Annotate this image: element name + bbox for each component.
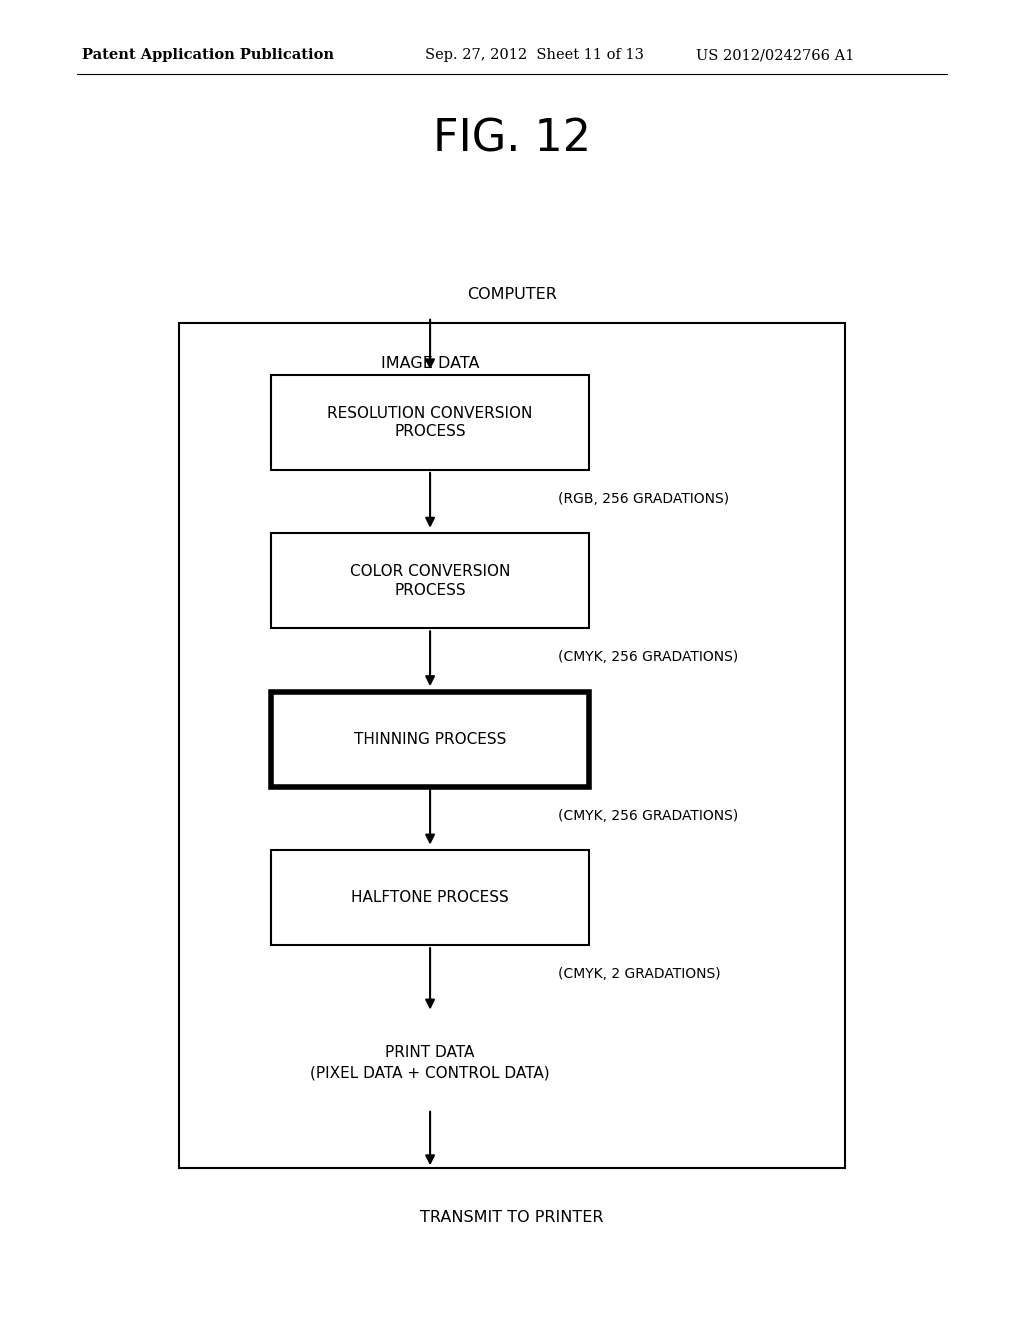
Bar [271, 533, 589, 628]
Bar [179, 323, 845, 1168]
Text: COLOR CONVERSION
PROCESS: COLOR CONVERSION PROCESS [350, 564, 510, 598]
Text: (CMYK, 256 GRADATIONS): (CMYK, 256 GRADATIONS) [558, 651, 738, 664]
Text: FIG. 12: FIG. 12 [433, 117, 591, 160]
Bar [271, 375, 589, 470]
Text: PRINT DATA
(PIXEL DATA + CONTROL DATA): PRINT DATA (PIXEL DATA + CONTROL DATA) [310, 1045, 550, 1080]
Text: (CMYK, 2 GRADATIONS): (CMYK, 2 GRADATIONS) [558, 968, 721, 981]
Text: RESOLUTION CONVERSION
PROCESS: RESOLUTION CONVERSION PROCESS [328, 405, 532, 440]
Text: IMAGE DATA: IMAGE DATA [381, 355, 479, 371]
Text: Sep. 27, 2012  Sheet 11 of 13: Sep. 27, 2012 Sheet 11 of 13 [425, 49, 644, 62]
Bar [271, 850, 589, 945]
Text: TRANSMIT TO PRINTER: TRANSMIT TO PRINTER [420, 1209, 604, 1225]
Bar [271, 692, 589, 787]
Text: HALFTONE PROCESS: HALFTONE PROCESS [351, 890, 509, 906]
Text: (RGB, 256 GRADATIONS): (RGB, 256 GRADATIONS) [558, 492, 729, 506]
Text: Patent Application Publication: Patent Application Publication [82, 49, 334, 62]
Text: COMPUTER: COMPUTER [467, 286, 557, 302]
Text: (CMYK, 256 GRADATIONS): (CMYK, 256 GRADATIONS) [558, 809, 738, 822]
Text: THINNING PROCESS: THINNING PROCESS [354, 731, 506, 747]
Text: US 2012/0242766 A1: US 2012/0242766 A1 [696, 49, 855, 62]
